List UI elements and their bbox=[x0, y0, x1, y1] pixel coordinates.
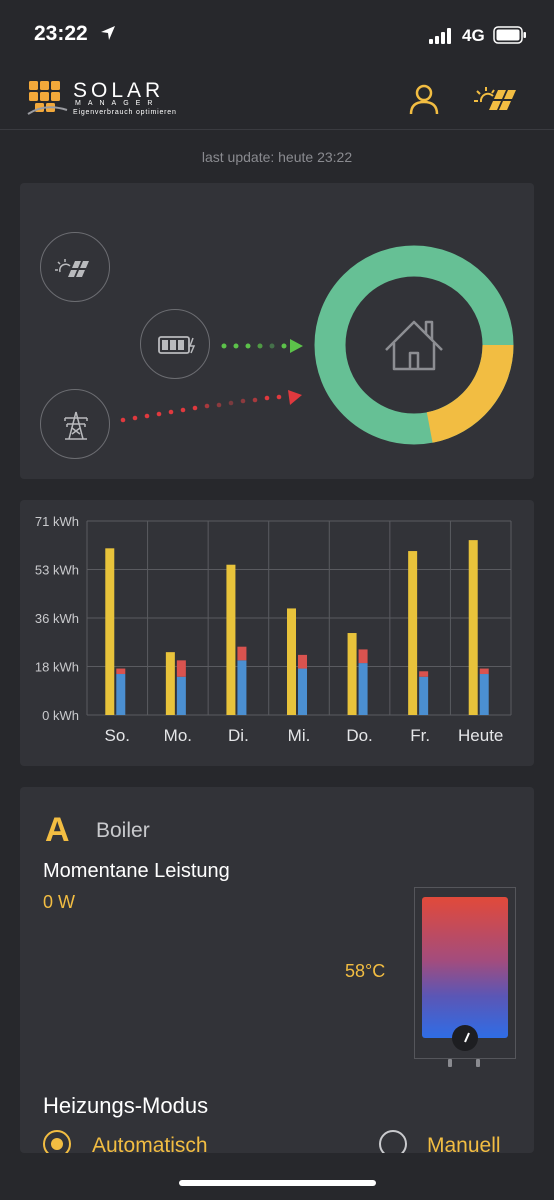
tank-pipe bbox=[476, 1059, 480, 1067]
energy-flow-diagram bbox=[120, 245, 514, 445]
weekly-energy-bar-chart: 71 kWh 53 kWh 36 kWh 18 kWh 0 kWh So. Mo. Di. Mi… bbox=[35, 514, 512, 745]
logo-title: SOLAR bbox=[73, 79, 165, 102]
energy-chart-card: 71 kWh 53 kWh 36 kWh 18 kWh 0 kWh So. Mo. Di. Mi… bbox=[20, 500, 534, 766]
boiler-temperature-fill bbox=[422, 897, 508, 1038]
tank-pipe bbox=[448, 1059, 452, 1067]
house-icon bbox=[385, 320, 443, 371]
mode-manual-label[interactable]: Manuell bbox=[427, 1134, 501, 1153]
bar-self-consumption bbox=[419, 676, 429, 715]
cellular-signal-icon bbox=[429, 28, 451, 44]
x-tick-label: Heute bbox=[458, 726, 503, 745]
status-time: 23:22 bbox=[34, 22, 88, 45]
bar-grid-consumption bbox=[479, 668, 489, 675]
bar-self-consumption bbox=[176, 676, 186, 715]
boiler-letter-badge: A bbox=[45, 811, 70, 849]
energy-flow-card bbox=[20, 183, 534, 479]
y-tick-label: 71 kWh bbox=[35, 514, 79, 529]
heating-mode-title: Heizungs-Modus bbox=[43, 1093, 209, 1118]
solar-system-button[interactable] bbox=[472, 82, 522, 118]
bar-grid-consumption bbox=[298, 654, 307, 669]
mode-manual-radio[interactable] bbox=[379, 1130, 407, 1153]
battery-status-icon bbox=[493, 26, 526, 44]
solar-panel-icon bbox=[55, 259, 89, 277]
bar-self-consumption bbox=[116, 674, 126, 715]
bar-self-consumption bbox=[237, 660, 247, 715]
bar-grid-consumption bbox=[176, 660, 186, 677]
user-profile-button[interactable] bbox=[406, 82, 442, 118]
bar-grid-consumption bbox=[237, 646, 247, 661]
user-icon bbox=[409, 84, 439, 115]
logo-tagline: Eigenverbrauch optimieren bbox=[73, 109, 177, 116]
x-tick-label: Di. bbox=[228, 726, 249, 745]
boiler-card: A Boiler Momentane Leistung 0 W 58°C Hei… bbox=[20, 787, 534, 1153]
boiler-temperature: 58°C bbox=[345, 961, 386, 981]
x-tick-label: So. bbox=[105, 726, 131, 745]
network-type: 4G bbox=[462, 26, 485, 45]
bar-self-consumption bbox=[479, 674, 489, 715]
status-bar: 23:22 4G bbox=[0, 0, 554, 70]
bar-production bbox=[165, 652, 175, 715]
bar-grid-consumption bbox=[116, 668, 126, 675]
boiler-tank-graphic bbox=[414, 887, 516, 1067]
consumption-donut[interactable] bbox=[314, 245, 514, 445]
logo-subtitle: MANAGER bbox=[75, 100, 160, 107]
battery-node[interactable] bbox=[140, 309, 210, 379]
home-indicator[interactable] bbox=[179, 1180, 376, 1186]
solar-production-node[interactable] bbox=[40, 232, 110, 302]
gauge-icon bbox=[452, 1025, 478, 1051]
power-label: Momentane Leistung bbox=[43, 860, 230, 882]
solar-manager-logo-icon bbox=[27, 81, 68, 115]
x-tick-label: Mi. bbox=[288, 726, 311, 745]
bar-production bbox=[468, 540, 478, 715]
grid-flow-arrow bbox=[120, 390, 302, 423]
boiler-title: Boiler bbox=[96, 819, 150, 842]
y-tick-label: 36 kWh bbox=[35, 611, 79, 626]
app-header: SOLAR MANAGER Eigenverbrauch optimieren bbox=[0, 70, 554, 130]
battery-icon bbox=[158, 336, 196, 354]
x-tick-label: Mo. bbox=[164, 726, 192, 745]
grid-node[interactable] bbox=[40, 389, 110, 459]
bar-production bbox=[105, 548, 115, 715]
x-tick-label: Fr. bbox=[410, 726, 430, 745]
bar-production bbox=[226, 564, 236, 715]
bar-self-consumption bbox=[358, 663, 368, 715]
mode-automatic-label[interactable]: Automatisch bbox=[92, 1134, 208, 1153]
power-value: 0 W bbox=[43, 892, 76, 912]
location-arrow-icon bbox=[101, 26, 115, 40]
power-grid-icon bbox=[64, 411, 88, 440]
bar-grid-consumption bbox=[358, 649, 368, 664]
bar-production bbox=[287, 608, 296, 715]
mode-automatic-radio[interactable] bbox=[43, 1130, 71, 1153]
donut-grid-share bbox=[314, 245, 514, 445]
y-tick-label: 0 kWh bbox=[42, 708, 79, 723]
sun-solar-panel-icon bbox=[474, 87, 516, 110]
x-tick-label: Do. bbox=[346, 726, 372, 745]
y-tick-label: 53 kWh bbox=[35, 563, 79, 578]
bar-grid-consumption bbox=[419, 671, 429, 677]
bar-self-consumption bbox=[298, 668, 307, 715]
y-tick-label: 18 kWh bbox=[35, 660, 79, 675]
battery-flow-arrow bbox=[221, 339, 303, 353]
bar-production bbox=[347, 633, 357, 715]
bar-production bbox=[408, 551, 418, 715]
last-update-text: last update: heute 23:22 bbox=[201, 149, 353, 165]
